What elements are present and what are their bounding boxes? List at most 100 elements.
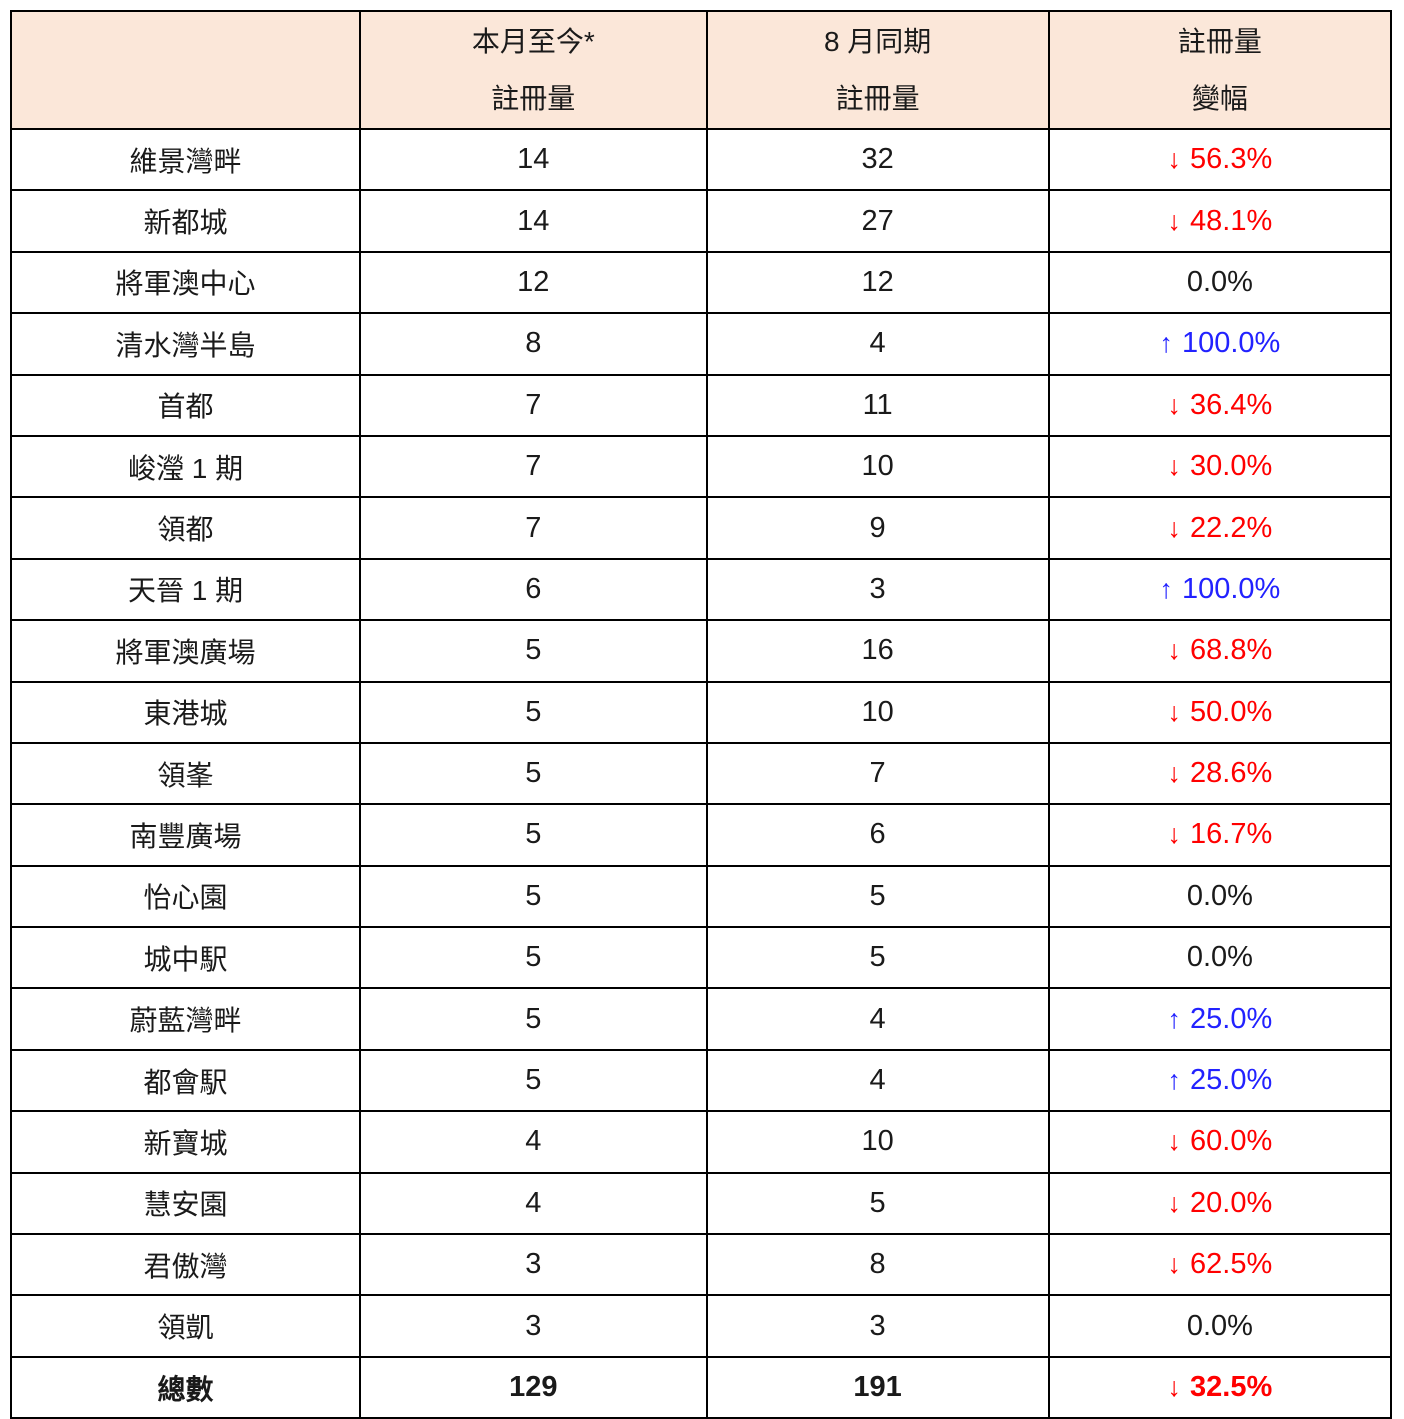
change-cell: ↓ 68.8% xyxy=(1047,619,1393,683)
estate-name: 將軍澳廣場 xyxy=(9,619,362,683)
current-count: 14 xyxy=(359,189,708,253)
down-arrow-icon: ↓ xyxy=(1167,1249,1182,1280)
previous-count: 4 xyxy=(705,987,1050,1051)
change-percent: 16.7% xyxy=(1190,818,1273,851)
change-cell: ↓ 48.1% xyxy=(1047,189,1393,253)
change-cell: ↓ 32.5% xyxy=(1047,1355,1393,1419)
change-percent: 48.1% xyxy=(1190,204,1273,237)
down-arrow-icon: ↓ xyxy=(1167,1372,1182,1402)
previous-count: 11 xyxy=(705,373,1050,437)
previous-count: 3 xyxy=(705,557,1050,622)
table-row: 都會駅 5 4 ↑ 25.0% xyxy=(9,1048,1393,1113)
change-percent: 30.0% xyxy=(1190,450,1273,483)
current-count: 7 xyxy=(359,434,708,499)
estate-name: 南豐廣場 xyxy=(9,803,362,867)
estate-name: 城中駅 xyxy=(9,926,362,990)
change-percent: 22.2% xyxy=(1190,511,1273,544)
estate-name: 維景灣畔 xyxy=(9,127,362,192)
current-count: 5 xyxy=(359,1048,708,1113)
change-cell: ↓ 20.0% xyxy=(1047,1171,1393,1236)
previous-count: 7 xyxy=(705,741,1050,806)
current-count: 5 xyxy=(359,619,708,683)
table-row: 天晉 1 期 6 3 ↑ 100.0% xyxy=(9,557,1393,622)
change-percent: 68.8% xyxy=(1190,634,1273,667)
change-cell: 0.0% xyxy=(1047,1294,1393,1358)
estate-name: 領峯 xyxy=(9,741,362,806)
table-row: 將軍澳廣場 5 16 ↓ 68.8% xyxy=(9,619,1393,683)
change-cell: ↓ 60.0% xyxy=(1047,1110,1393,1174)
down-arrow-icon: ↓ xyxy=(1167,696,1182,727)
table-row: 清水灣半島 8 4 ↑ 100.0% xyxy=(9,312,1393,376)
registration-table: 本月至今* 註冊量 8 月同期 註冊量 註冊量 變幅 維景灣畔 14 32 ↓ 5… xyxy=(9,10,1393,1419)
down-arrow-icon: ↓ xyxy=(1167,389,1182,420)
estate-name: 將軍澳中心 xyxy=(9,250,362,315)
change-percent: 50.0% xyxy=(1190,695,1273,728)
up-arrow-icon: ↑ xyxy=(1167,1065,1182,1096)
change-percent: 0.0% xyxy=(1186,879,1253,912)
change-percent: 28.6% xyxy=(1190,757,1273,790)
current-count: 7 xyxy=(359,373,708,437)
change-percent: 20.0% xyxy=(1190,1186,1273,1219)
current-count: 12 xyxy=(359,250,708,315)
current-count: 5 xyxy=(359,741,708,806)
estate-name: 領都 xyxy=(9,496,362,560)
table-row: 將軍澳中心 12 12 0.0% xyxy=(9,250,1393,315)
header-change-line1: 註冊量 xyxy=(1177,25,1262,57)
estate-name: 蔚藍灣畔 xyxy=(9,987,362,1051)
previous-count: 12 xyxy=(705,250,1050,315)
previous-count: 10 xyxy=(705,434,1050,499)
change-cell: ↑ 100.0% xyxy=(1047,557,1393,622)
estate-name: 峻瀅 1 期 xyxy=(9,434,362,499)
header-previous-line2: 註冊量 xyxy=(835,83,920,114)
current-count: 5 xyxy=(359,987,708,1051)
change-percent: 25.0% xyxy=(1190,1002,1273,1035)
table-row: 領凱 3 3 0.0% xyxy=(9,1294,1393,1358)
previous-count: 10 xyxy=(705,680,1050,744)
change-percent: 56.3% xyxy=(1190,143,1273,176)
change-percent: 32.5% xyxy=(1190,1371,1273,1403)
change-cell: ↓ 16.7% xyxy=(1047,803,1393,867)
table-row: 領峯 5 7 ↓ 28.6% xyxy=(9,741,1393,806)
change-cell: ↑ 100.0% xyxy=(1047,312,1393,376)
table-row: 君傲灣 3 8 ↓ 62.5% xyxy=(9,1233,1393,1297)
change-percent: 100.0% xyxy=(1181,572,1281,605)
table-row: 城中駅 5 5 0.0% xyxy=(9,926,1393,990)
estate-name: 首都 xyxy=(9,373,362,437)
current-count: 129 xyxy=(359,1355,708,1419)
table-row: 慧安園 4 5 ↓ 20.0% xyxy=(9,1171,1393,1236)
table-row: 蔚藍灣畔 5 4 ↑ 25.0% xyxy=(9,987,1393,1051)
change-percent: 0.0% xyxy=(1186,1309,1253,1342)
header-estate-blank xyxy=(9,10,362,130)
estate-name: 都會駅 xyxy=(9,1048,362,1113)
header-row: 本月至今* 註冊量 8 月同期 註冊量 註冊量 變幅 xyxy=(9,10,1393,130)
change-cell: ↓ 36.4% xyxy=(1047,373,1393,437)
change-percent: 36.4% xyxy=(1190,388,1273,421)
current-count: 4 xyxy=(359,1171,708,1236)
header-current-line2: 註冊量 xyxy=(491,83,576,114)
estate-name: 領凱 xyxy=(9,1294,362,1358)
change-cell: ↓ 22.2% xyxy=(1047,496,1393,560)
change-percent: 62.5% xyxy=(1190,1248,1273,1281)
current-count: 7 xyxy=(359,496,708,560)
change-cell: ↓ 28.6% xyxy=(1047,741,1393,806)
current-count: 6 xyxy=(359,557,708,622)
estate-name: 君傲灣 xyxy=(9,1233,362,1297)
previous-count: 5 xyxy=(705,926,1050,990)
current-count: 4 xyxy=(359,1110,708,1174)
change-cell: ↓ 30.0% xyxy=(1047,434,1393,499)
table-row: 領都 7 9 ↓ 22.2% xyxy=(9,496,1393,560)
change-percent: 0.0% xyxy=(1186,941,1253,974)
header-change-line2: 變幅 xyxy=(1191,83,1248,114)
previous-count: 16 xyxy=(705,619,1050,683)
previous-count: 9 xyxy=(705,496,1050,560)
previous-count: 32 xyxy=(705,127,1050,192)
down-arrow-icon: ↓ xyxy=(1167,1187,1182,1218)
previous-count: 8 xyxy=(705,1233,1050,1297)
previous-count: 4 xyxy=(705,312,1050,376)
change-percent: 25.0% xyxy=(1190,1064,1273,1097)
down-arrow-icon: ↓ xyxy=(1167,512,1182,543)
change-cell: 0.0% xyxy=(1047,864,1393,929)
total-row: 總數 129 191 ↓ 32.5% xyxy=(9,1355,1393,1419)
change-cell: ↓ 50.0% xyxy=(1047,680,1393,744)
estate-name: 新都城 xyxy=(9,189,362,253)
